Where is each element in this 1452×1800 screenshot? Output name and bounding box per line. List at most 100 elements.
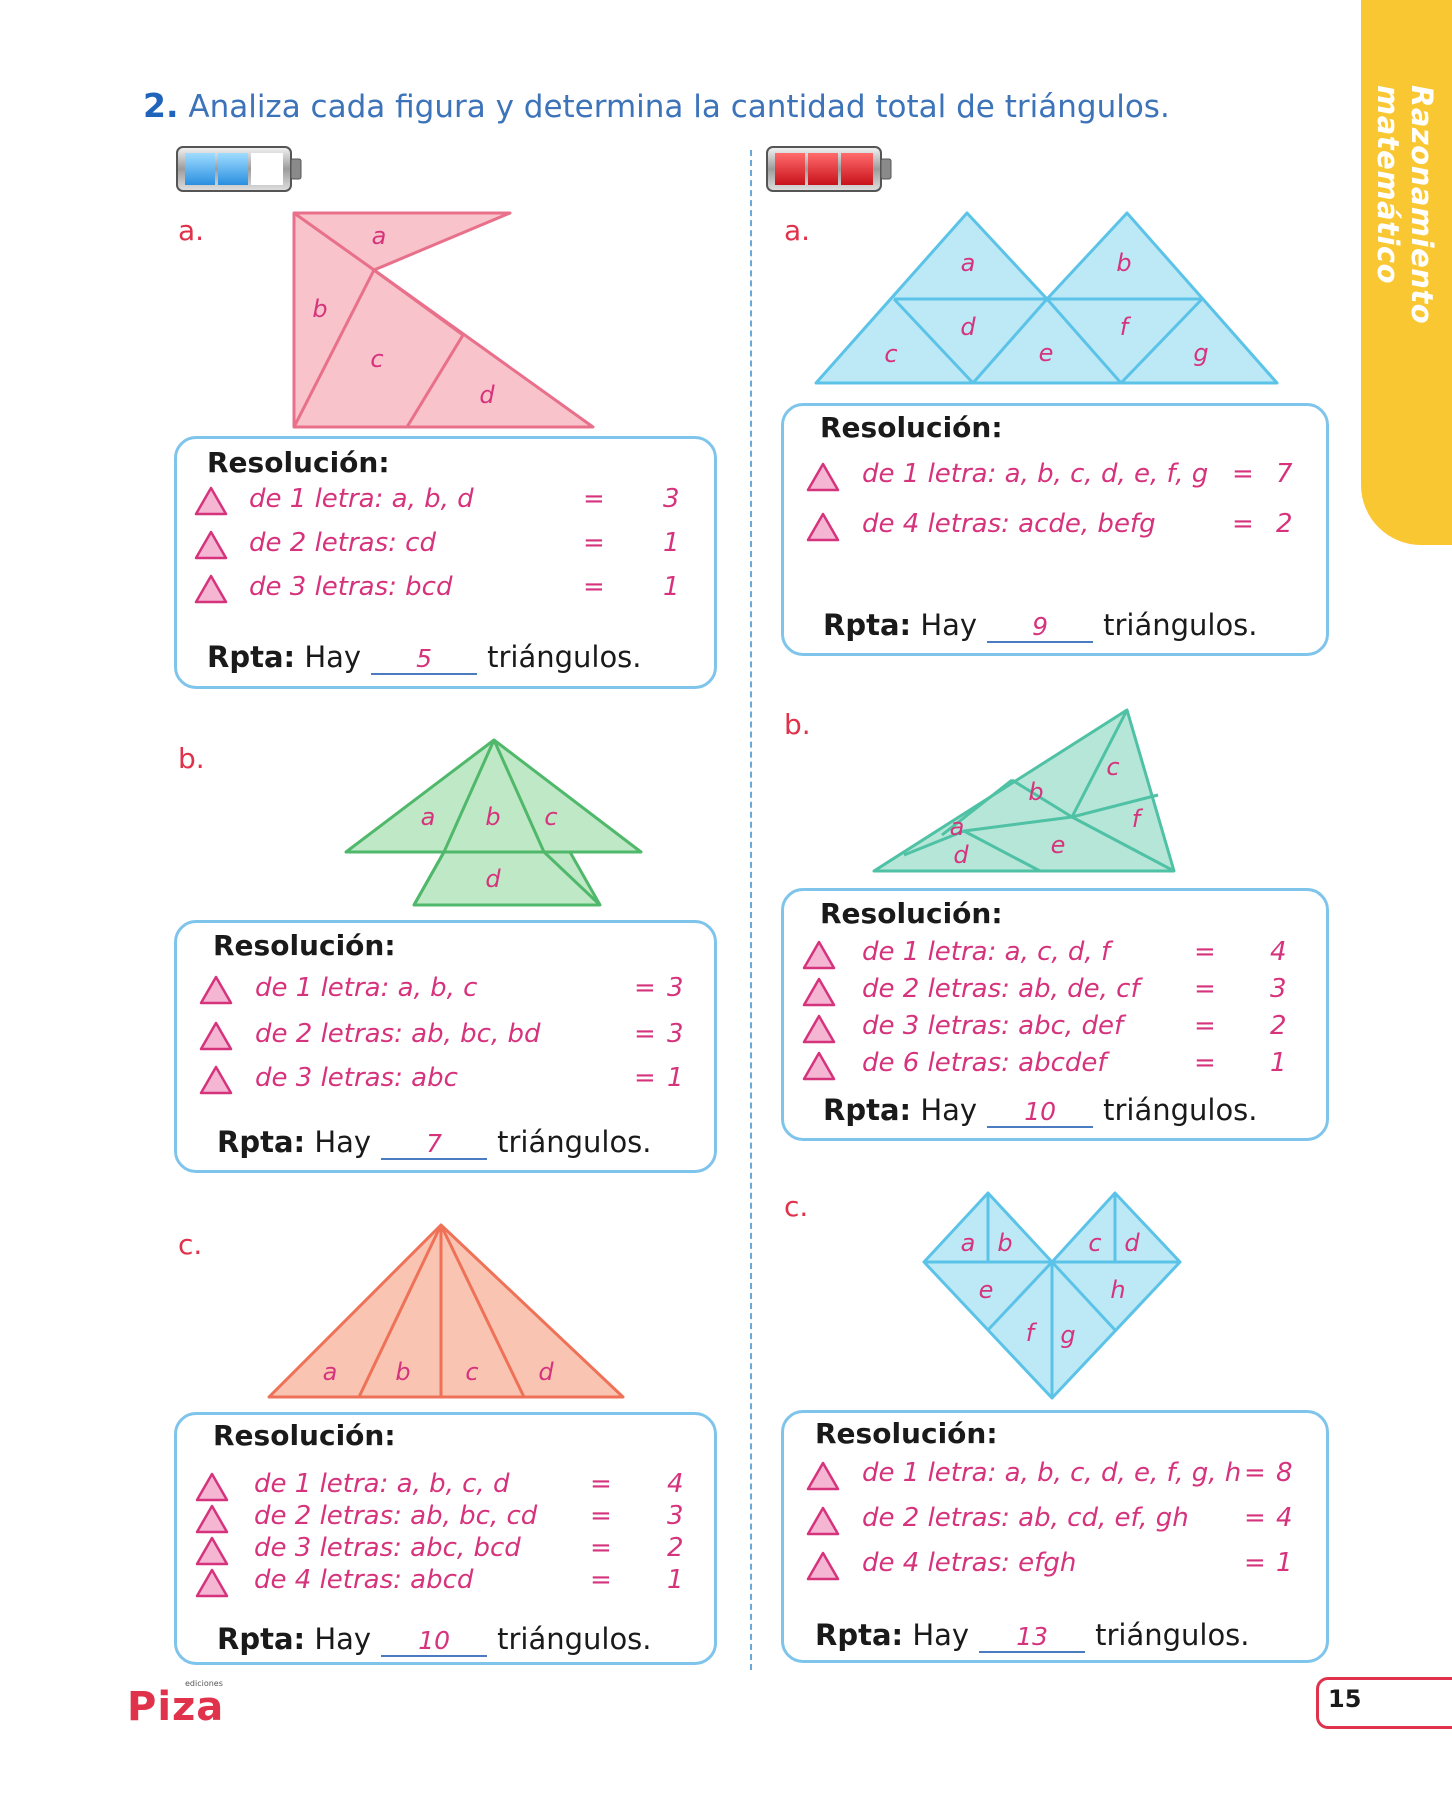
left-b-figure: a b c d bbox=[344, 738, 643, 907]
answer-suffix: triángulos. bbox=[1103, 608, 1258, 642]
resolution-line: de 1 letra: a, c, d, f bbox=[862, 937, 1111, 967]
fig-letter: d bbox=[479, 381, 495, 409]
answer-blank[interactable]: 10 bbox=[381, 1627, 488, 1657]
equals-sign: = bbox=[1244, 1458, 1266, 1488]
equals-sign: = bbox=[590, 1533, 612, 1563]
right-c-resolution-box bbox=[781, 1410, 1329, 1663]
logo-brand-text: Piza bbox=[127, 1684, 224, 1726]
answer-prefix: Hay bbox=[304, 640, 362, 674]
resolution-line: de 1 letra: a, b, c, d, e, f, g, h bbox=[862, 1458, 1242, 1488]
triangle-icon bbox=[806, 1461, 840, 1491]
equals-sign: = bbox=[1244, 1503, 1266, 1533]
equals-sign: = bbox=[634, 1019, 656, 1049]
fig-letter: b bbox=[485, 803, 500, 831]
resolution-title: Resolución: bbox=[820, 411, 1003, 444]
resolution-line: de 1 letra: a, b, d bbox=[249, 484, 474, 514]
answer-label: Rpta: bbox=[815, 1618, 904, 1652]
equals-sign: = bbox=[1194, 974, 1216, 1004]
right-a-resolution-box bbox=[781, 403, 1329, 656]
triangle-icon bbox=[199, 1065, 233, 1095]
line-value: 1 bbox=[667, 1063, 684, 1093]
left-a-resolution-box bbox=[174, 436, 717, 689]
resolution-line: de 2 letras: cd bbox=[249, 528, 436, 558]
left-b-label: b. bbox=[178, 742, 205, 775]
triangle-icon bbox=[806, 512, 840, 542]
fig-letter: a bbox=[961, 1229, 976, 1257]
fig-letter: h bbox=[1110, 1276, 1125, 1304]
answer-prefix: Hay bbox=[920, 1093, 978, 1127]
line-value: 2 bbox=[667, 1533, 684, 1563]
resolution-line: de 2 letras: ab, bc, cd bbox=[254, 1501, 538, 1531]
right-c-label: c. bbox=[784, 1190, 809, 1223]
line-value: 3 bbox=[667, 973, 684, 1003]
left-c-resolution-box bbox=[174, 1412, 717, 1665]
triangle-icon bbox=[194, 530, 228, 560]
exercise-number: 2. bbox=[143, 86, 179, 125]
fig-letter: b bbox=[395, 1358, 410, 1386]
battery-level-3-icon bbox=[766, 146, 892, 192]
equals-sign: = bbox=[1232, 459, 1254, 489]
resolution-title: Resolución: bbox=[820, 897, 1003, 930]
resolution-title: Resolución: bbox=[815, 1417, 998, 1450]
equals-sign: = bbox=[1232, 509, 1254, 539]
answer-blank[interactable]: 9 bbox=[987, 613, 1094, 643]
answer-blank[interactable]: 7 bbox=[381, 1130, 488, 1160]
resolution-line: de 2 letras: ab, bc, bd bbox=[255, 1019, 541, 1049]
equals-sign: = bbox=[590, 1469, 612, 1499]
fig-letter: c bbox=[465, 1358, 478, 1386]
answer-blank[interactable]: 13 bbox=[979, 1623, 1086, 1653]
equals-sign: = bbox=[583, 528, 605, 558]
answer-suffix: triángulos. bbox=[1103, 1093, 1258, 1127]
answer-prefix: Hay bbox=[920, 608, 978, 642]
line-value: 3 bbox=[667, 1501, 684, 1531]
answer-blank[interactable]: 5 bbox=[371, 645, 478, 675]
resolution-title: Resolución: bbox=[213, 1419, 396, 1452]
equals-sign: = bbox=[583, 484, 605, 514]
resolution-line: de 4 letras: efgh bbox=[862, 1548, 1077, 1578]
answer-line: Rpta: Hay 10 triángulos. bbox=[823, 1093, 1258, 1128]
resolution-line: de 2 letras: ab, cd, ef, gh bbox=[862, 1503, 1189, 1533]
left-c-label: c. bbox=[178, 1228, 203, 1261]
triangle-icon bbox=[194, 486, 228, 516]
answer-prefix: Hay bbox=[314, 1125, 372, 1159]
right-b-figure: a b c d e f bbox=[872, 708, 1176, 873]
answer-blank[interactable]: 10 bbox=[987, 1098, 1094, 1128]
triangle-icon bbox=[806, 1506, 840, 1536]
line-value: 1 bbox=[663, 528, 680, 558]
equals-sign: = bbox=[1194, 1011, 1216, 1041]
fig-letter: a bbox=[421, 803, 436, 831]
line-value: 3 bbox=[1270, 974, 1287, 1004]
triangle-icon bbox=[195, 1536, 229, 1566]
equals-sign: = bbox=[634, 973, 656, 1003]
fig-letter: d bbox=[1124, 1229, 1140, 1257]
answer-suffix: triángulos. bbox=[487, 640, 642, 674]
answer-suffix: triángulos. bbox=[1095, 1618, 1250, 1652]
fig-letter: g bbox=[1193, 339, 1208, 367]
answer-line: Rpta: Hay 13 triángulos. bbox=[815, 1618, 1250, 1653]
triangle-icon bbox=[195, 1472, 229, 1502]
line-value: 7 bbox=[1276, 459, 1293, 489]
answer-label: Rpta: bbox=[823, 608, 912, 642]
resolution-line: de 3 letras: abc, bcd bbox=[254, 1533, 521, 1563]
fig-letter: a bbox=[323, 1358, 338, 1386]
fig-letter: e bbox=[1039, 339, 1054, 367]
resolution-line: de 6 letras: abcdef bbox=[862, 1048, 1107, 1078]
right-b-resolution-box bbox=[781, 888, 1329, 1141]
answer-label: Rpta: bbox=[207, 640, 296, 674]
line-value: 2 bbox=[1270, 1011, 1287, 1041]
equals-sign: = bbox=[1194, 1048, 1216, 1078]
section-tab-label: Razonamiento matemático bbox=[1371, 85, 1439, 325]
resolution-line: de 4 letras: abcd bbox=[254, 1565, 474, 1595]
publisher-logo: ediciones Piza bbox=[127, 1679, 224, 1726]
line-value: 4 bbox=[1270, 937, 1287, 967]
triangle-icon bbox=[806, 1551, 840, 1581]
column-divider bbox=[750, 150, 752, 1670]
resolution-line: de 3 letras: bcd bbox=[249, 572, 453, 602]
right-a-figure: a b c d e f g bbox=[814, 211, 1279, 385]
exercise-text: Analiza cada figura y determina la canti… bbox=[188, 89, 1170, 125]
fig-letter: b bbox=[312, 295, 327, 323]
fig-letter: d bbox=[485, 865, 501, 893]
equals-sign: = bbox=[590, 1501, 612, 1531]
right-b-label: b. bbox=[784, 708, 811, 741]
fig-letter: c bbox=[1106, 753, 1119, 781]
